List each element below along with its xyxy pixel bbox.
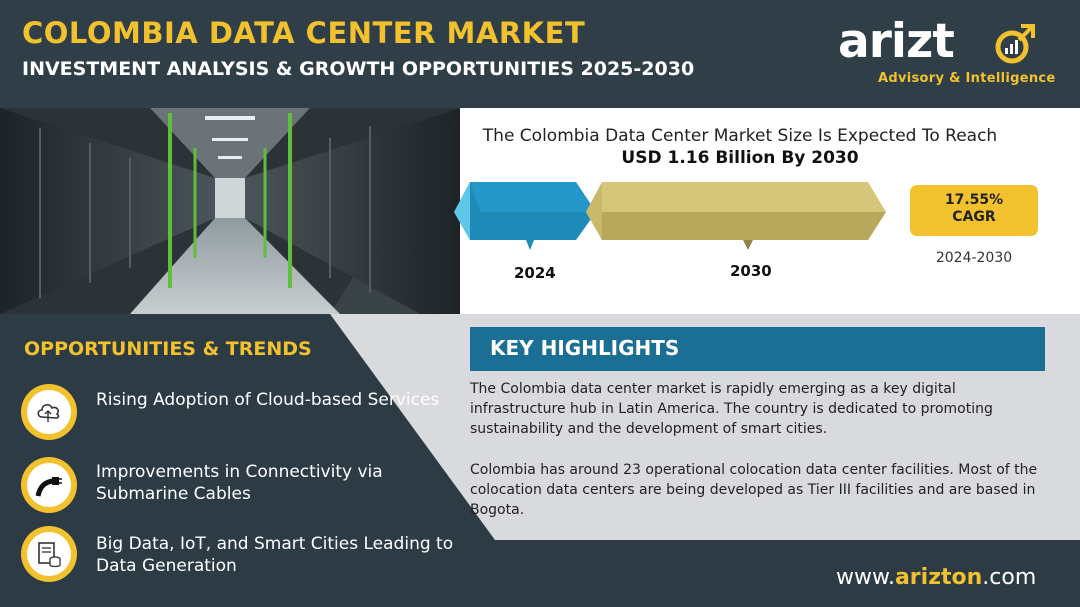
cagr-label: CAGR <box>952 209 996 225</box>
market-size-value: USD 1.16 Billion By 2030 <box>621 148 859 168</box>
opportunities-title: OPPORTUNITIES & TRENDS <box>24 338 312 360</box>
data-center-aisle-image <box>0 108 460 314</box>
highlight-paragraph: Colombia has around 23 operational coloc… <box>470 462 1038 518</box>
key-highlights-header <box>470 327 1045 371</box>
cable-icon <box>21 457 77 513</box>
cagr-value: 17.55% <box>944 192 1004 208</box>
opportunity-item-cloud: Rising Adoption of Cloud-based Services <box>96 390 440 410</box>
key-highlights-title: KEY HIGHLIGHTS <box>490 336 680 360</box>
page-title: COLOMBIA DATA CENTER MARKET <box>22 16 586 50</box>
logo-tagline: Advisory & Intelligence <box>878 71 1056 86</box>
market-size-statement: The Colombia Data Center Market Size Is … <box>482 126 998 146</box>
year-start-label: 2024 <box>514 264 556 282</box>
brand-logo: ariztn <box>838 14 955 69</box>
header-band <box>0 0 1080 108</box>
data-document-icon <box>21 526 77 582</box>
growth-bars-graphic <box>454 182 886 250</box>
year-end-label: 2030 <box>730 262 772 280</box>
cloud-icon <box>21 384 77 440</box>
opportunity-item-connectivity: Improvements in Connectivity via Submari… <box>96 462 383 504</box>
website-link[interactable]: www.arizton.com <box>836 565 1037 590</box>
cagr-period: 2024-2030 <box>935 250 1013 266</box>
logo-growth-icon <box>995 24 1035 64</box>
cagr-badge: 17.55% CAGR <box>910 185 1038 236</box>
opportunity-item-big-data: Big Data, IoT, and Smart Cities Leading … <box>96 534 454 576</box>
highlight-paragraph: The Colombia data center market is rapid… <box>470 381 993 437</box>
page-subtitle: INVESTMENT ANALYSIS & GROWTH OPPORTUNITI… <box>22 58 695 80</box>
